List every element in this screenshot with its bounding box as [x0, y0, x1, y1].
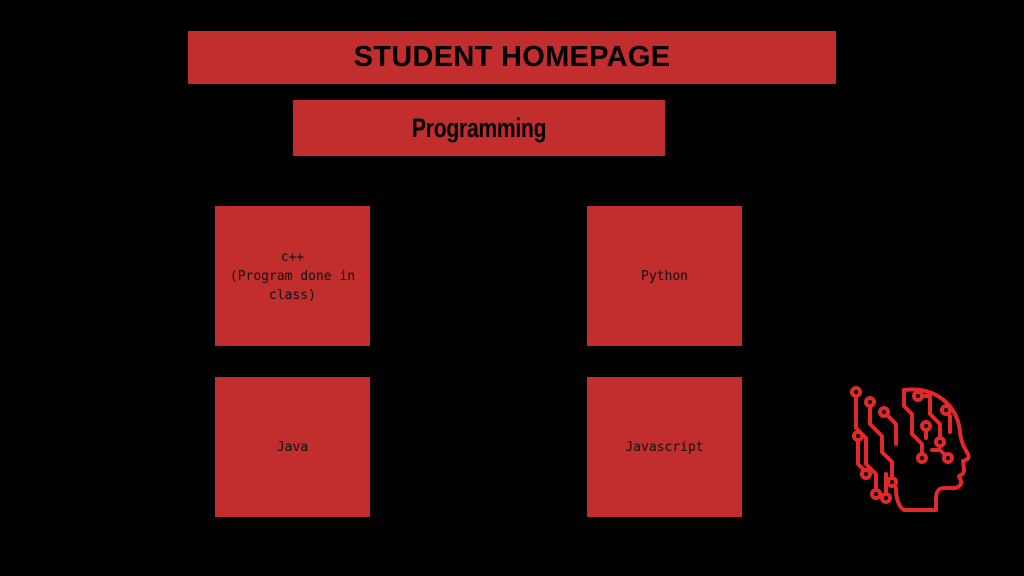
card-java[interactable]: Java: [215, 377, 370, 517]
ai-head-circuit-icon: [850, 386, 971, 512]
card-python-label: Python: [641, 268, 688, 284]
section-title-banner: Programming: [293, 100, 665, 156]
card-javascript[interactable]: Javascript: [587, 377, 742, 517]
card-cpp-label: c++ (Program done in class): [229, 249, 356, 303]
page-title: STUDENT HOMEPAGE: [353, 41, 671, 73]
card-python[interactable]: Python: [587, 206, 742, 346]
section-title: Programming: [411, 112, 547, 143]
card-javascript-label: Javascript: [625, 439, 704, 455]
card-java-label: Java: [276, 439, 309, 455]
page-title-banner: STUDENT HOMEPAGE: [188, 31, 836, 84]
card-cpp[interactable]: c++ (Program done in class): [215, 206, 370, 346]
